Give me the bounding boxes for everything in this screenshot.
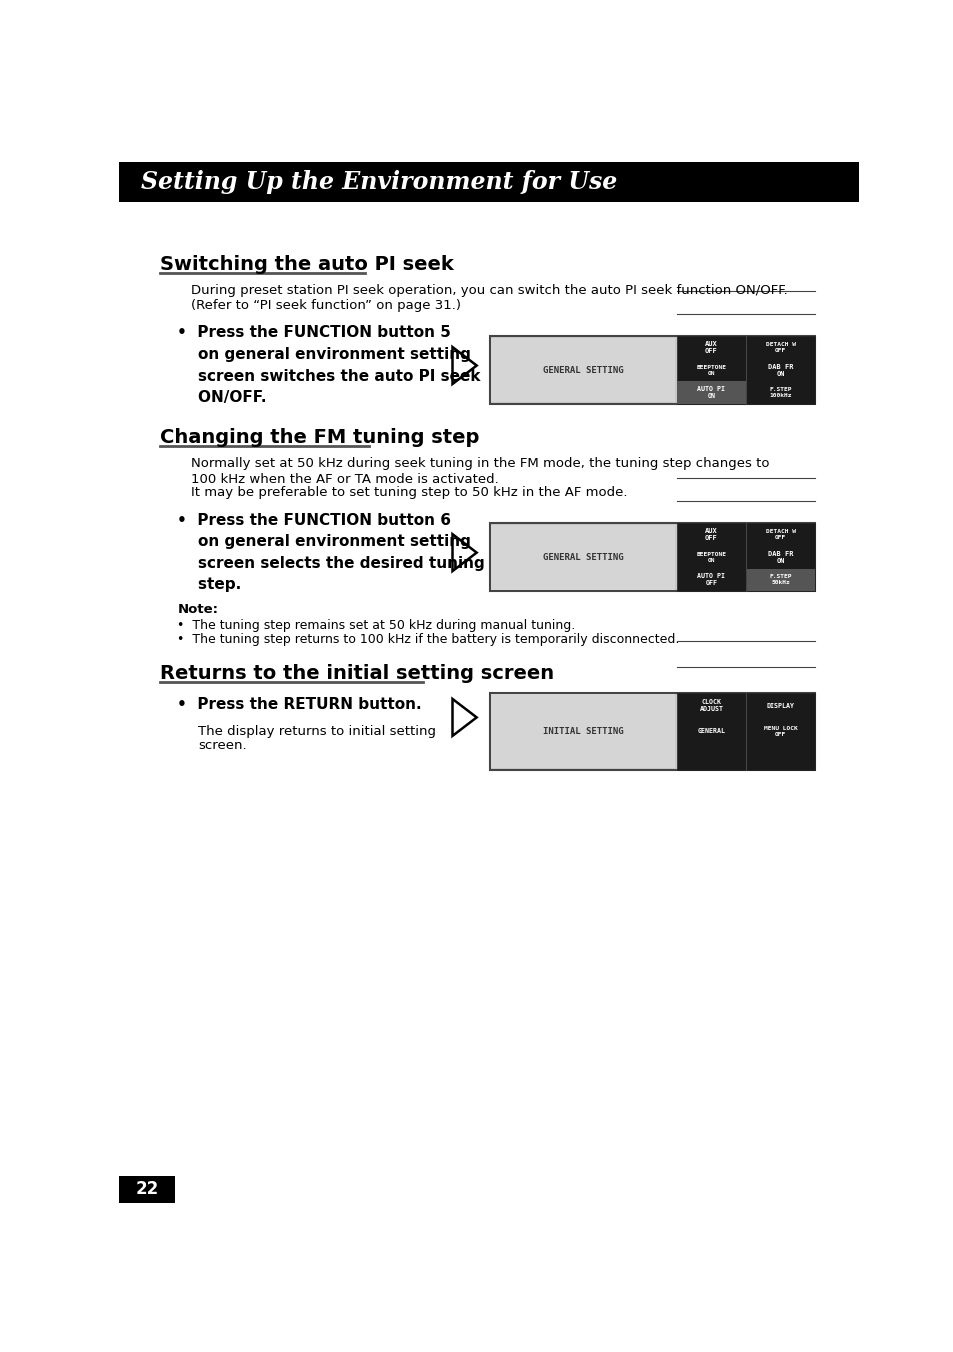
- Text: F.STEP
100kHz: F.STEP 100kHz: [768, 387, 791, 397]
- Text: on general environment setting: on general environment setting: [177, 534, 471, 549]
- Text: During preset station PI seek operation, you can switch the auto PI seek functio: During preset station PI seek operation,…: [191, 284, 786, 297]
- Text: GENERAL SETTING: GENERAL SETTING: [542, 365, 623, 375]
- Text: AUTO PI
ON: AUTO PI ON: [697, 387, 724, 399]
- FancyBboxPatch shape: [745, 569, 815, 591]
- FancyBboxPatch shape: [676, 692, 815, 769]
- Text: DETACH W
OFF: DETACH W OFF: [765, 342, 795, 353]
- FancyBboxPatch shape: [491, 525, 675, 589]
- Text: on general environment setting: on general environment setting: [177, 347, 471, 362]
- Text: 100 kHz when the AF or TA mode is activated.: 100 kHz when the AF or TA mode is activa…: [191, 473, 497, 485]
- Text: step.: step.: [177, 577, 241, 592]
- Text: CLOCK
ADJUST: CLOCK ADJUST: [699, 699, 722, 713]
- Text: 22: 22: [135, 1180, 158, 1198]
- Text: Note:: Note:: [177, 603, 218, 617]
- Text: GENERAL SETTING: GENERAL SETTING: [542, 553, 623, 561]
- FancyBboxPatch shape: [676, 523, 815, 591]
- FancyBboxPatch shape: [489, 337, 815, 404]
- Text: AUTO PI
OFF: AUTO PI OFF: [697, 573, 724, 587]
- Text: DISPLAY: DISPLAY: [766, 703, 794, 708]
- Text: AUX
OFF: AUX OFF: [704, 341, 717, 354]
- Text: Returns to the initial setting screen: Returns to the initial setting screen: [159, 664, 553, 683]
- Text: BEEPTONE
ON: BEEPTONE ON: [696, 365, 725, 376]
- Text: •  Press the RETURN button.: • Press the RETURN button.: [177, 698, 421, 713]
- Text: DAB FR
ON: DAB FR ON: [767, 364, 793, 377]
- Text: screen switches the auto PI seek: screen switches the auto PI seek: [177, 369, 480, 384]
- FancyBboxPatch shape: [489, 523, 815, 591]
- Text: Changing the FM tuning step: Changing the FM tuning step: [159, 427, 478, 448]
- FancyBboxPatch shape: [489, 692, 815, 769]
- FancyBboxPatch shape: [119, 1175, 174, 1203]
- Text: (Refer to “PI seek function” on page 31.): (Refer to “PI seek function” on page 31.…: [191, 299, 460, 312]
- Text: AUX
OFF: AUX OFF: [704, 529, 717, 541]
- Text: BEEPTONE
ON: BEEPTONE ON: [696, 552, 725, 562]
- Text: •  The tuning step remains set at 50 kHz during manual tuning.: • The tuning step remains set at 50 kHz …: [177, 619, 575, 631]
- Text: INITIAL SETTING: INITIAL SETTING: [542, 727, 623, 735]
- Text: •  Press the FUNCTION button 6: • Press the FUNCTION button 6: [177, 512, 451, 527]
- Text: •  Press the FUNCTION button 5: • Press the FUNCTION button 5: [177, 326, 451, 341]
- Text: MENU LOCK
OFF: MENU LOCK OFF: [763, 726, 797, 737]
- Text: Normally set at 50 kHz during seek tuning in the FM mode, the tuning step change: Normally set at 50 kHz during seek tunin…: [191, 457, 768, 470]
- Text: screen.: screen.: [198, 740, 247, 752]
- FancyBboxPatch shape: [676, 381, 745, 404]
- Text: Switching the auto PI seek: Switching the auto PI seek: [159, 254, 453, 273]
- FancyBboxPatch shape: [491, 338, 675, 403]
- Text: It may be preferable to set tuning step to 50 kHz in the AF mode.: It may be preferable to set tuning step …: [191, 485, 626, 499]
- Text: Setting Up the Environment for Use: Setting Up the Environment for Use: [141, 170, 617, 195]
- Text: •  The tuning step returns to 100 kHz if the battery is temporarily disconnected: • The tuning step returns to 100 kHz if …: [177, 633, 679, 646]
- Text: F.STEP
50kHz: F.STEP 50kHz: [768, 575, 791, 585]
- Text: DETACH W
OFF: DETACH W OFF: [765, 529, 795, 539]
- FancyBboxPatch shape: [119, 162, 858, 203]
- FancyBboxPatch shape: [491, 695, 675, 768]
- FancyBboxPatch shape: [676, 337, 815, 404]
- Text: ON/OFF.: ON/OFF.: [177, 391, 267, 406]
- Text: screen selects the desired tuning: screen selects the desired tuning: [177, 556, 485, 571]
- Text: The display returns to initial setting: The display returns to initial setting: [198, 725, 436, 738]
- Text: GENERAL: GENERAL: [697, 729, 724, 734]
- Text: DAB FR
ON: DAB FR ON: [767, 550, 793, 564]
